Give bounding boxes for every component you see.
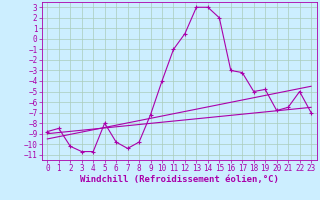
X-axis label: Windchill (Refroidissement éolien,°C): Windchill (Refroidissement éolien,°C) (80, 175, 279, 184)
